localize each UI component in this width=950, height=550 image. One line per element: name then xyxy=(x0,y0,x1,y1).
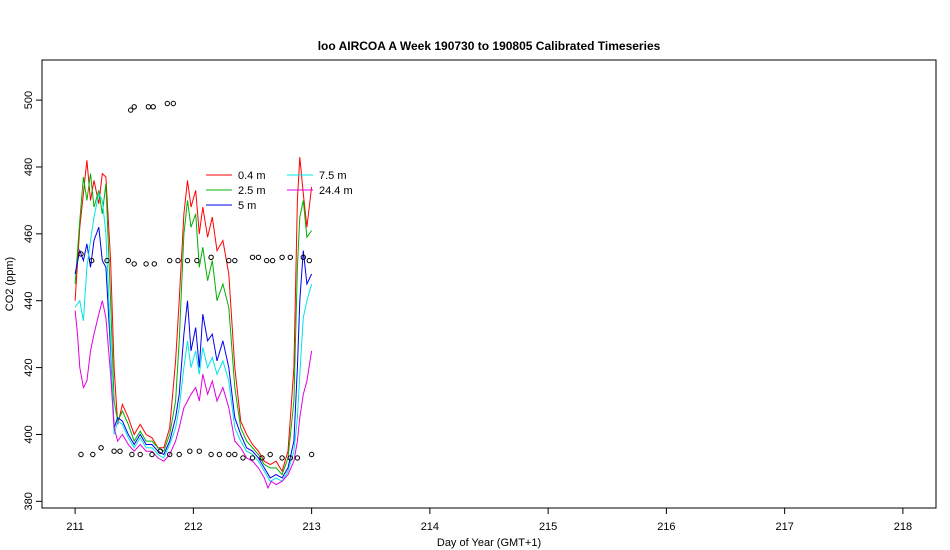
scatter-point xyxy=(187,448,193,454)
scatter-point xyxy=(287,254,293,260)
scatter-point xyxy=(240,455,246,461)
series-line-2 xyxy=(74,173,313,476)
scatter-point xyxy=(131,104,137,110)
scatter-point xyxy=(78,251,84,257)
scatter-point xyxy=(131,261,137,267)
y-tick-label: 400 xyxy=(23,425,35,443)
scatter-point xyxy=(175,257,181,264)
x-axis-label: Day of Year (GMT+1) xyxy=(437,537,541,549)
x-tick-label: 217 xyxy=(775,521,793,533)
scatter-point xyxy=(117,448,123,454)
scatter-point xyxy=(226,451,232,458)
scatter-point xyxy=(287,455,293,461)
scatter-point xyxy=(125,257,132,264)
scatter-point xyxy=(89,257,95,264)
scatter-point xyxy=(111,448,117,454)
scatter-point xyxy=(216,451,223,458)
scatter-point xyxy=(184,257,191,264)
scatter-point xyxy=(259,455,265,461)
legend-label: 2.5 m xyxy=(238,185,266,197)
y-tick-label: 420 xyxy=(23,358,35,376)
scatter-point xyxy=(279,455,285,461)
scatter-point xyxy=(170,100,177,107)
y-tick-label: 500 xyxy=(23,91,35,109)
chart-title: loo AIRCOA A Week 190730 to 190805 Calib… xyxy=(318,39,661,53)
legend-label: 0.4 m xyxy=(238,170,266,182)
scatter-point xyxy=(308,451,315,458)
scatter-point xyxy=(150,104,156,110)
scatter-point xyxy=(255,254,262,260)
y-axis-label: CO2 (ppm) xyxy=(4,257,16,311)
legend-label: 7.5 m xyxy=(319,170,347,182)
plot-area xyxy=(74,100,315,490)
scatter-point xyxy=(232,257,238,264)
y-axis: 380 400 420 440 460 480 500 xyxy=(23,91,42,510)
x-tick-label: 215 xyxy=(539,521,557,533)
scatter-point xyxy=(78,451,84,458)
scatter-point xyxy=(232,451,238,458)
scatter-point xyxy=(164,100,171,107)
scatter-point xyxy=(176,451,182,458)
plot-frame xyxy=(41,59,937,509)
scatter-point xyxy=(194,257,200,264)
scatter-point xyxy=(98,445,104,451)
x-tick-label: 214 xyxy=(421,521,439,533)
scatter-point xyxy=(279,254,285,260)
x-tick-label: 212 xyxy=(184,521,202,533)
series-line-4 xyxy=(74,192,313,482)
scatter-point xyxy=(269,257,276,264)
scatter-point xyxy=(151,261,158,267)
y-tick-label: 440 xyxy=(23,292,35,310)
scatter-point xyxy=(157,448,164,454)
scatter-point xyxy=(226,257,232,264)
scatter-point xyxy=(90,451,96,458)
scatter-point xyxy=(249,254,256,260)
x-tick-label: 216 xyxy=(657,521,675,533)
y-tick-label: 380 xyxy=(23,492,35,510)
y-tick-label: 460 xyxy=(23,225,35,243)
y-tick-label: 480 xyxy=(23,158,35,176)
scatter-point xyxy=(306,257,312,264)
x-axis: 211 212 213 214 215 216 217 218 xyxy=(66,508,912,533)
scatter-point xyxy=(145,104,152,110)
x-tick-label: 213 xyxy=(302,521,320,533)
scatter-point xyxy=(137,451,143,458)
scatter-point xyxy=(294,455,301,461)
x-tick-label: 218 xyxy=(894,521,912,533)
legend-label: 5 m xyxy=(238,200,256,212)
legend: 0.4 m 2.5 m 5 m 7.5 m 24.4 m xyxy=(206,170,353,212)
scatter-point xyxy=(264,257,270,264)
series-line-5 xyxy=(74,300,313,490)
scatter-point xyxy=(129,451,135,458)
scatter-point xyxy=(208,254,214,260)
scatter-point xyxy=(167,451,173,458)
scatter-point xyxy=(143,261,149,267)
x-tick-label: 211 xyxy=(66,521,84,533)
scatter-point xyxy=(267,451,273,458)
legend-label: 24.4 m xyxy=(319,185,353,197)
scatter-point xyxy=(208,451,214,458)
scatter-point xyxy=(300,254,306,260)
scatter-point xyxy=(149,451,155,458)
scatter-point xyxy=(167,257,173,264)
series-line-3 xyxy=(74,227,313,479)
scatter-point xyxy=(104,257,110,264)
scatter-point xyxy=(249,455,256,461)
scatter-point xyxy=(196,448,203,454)
scatter-point xyxy=(128,107,134,113)
